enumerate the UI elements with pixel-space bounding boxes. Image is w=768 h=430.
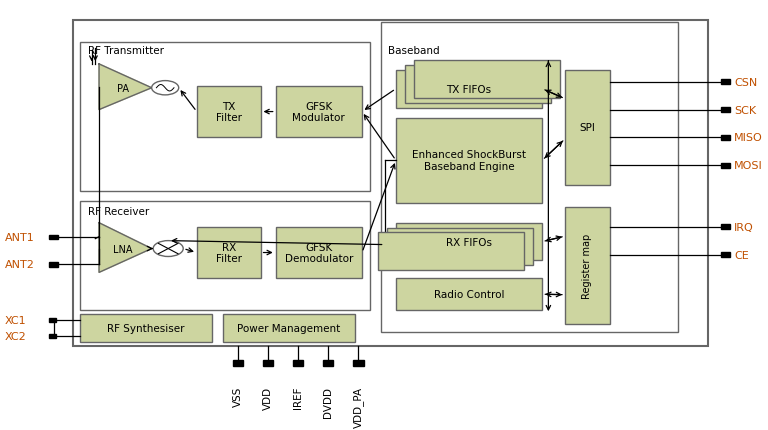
Text: MISO: MISO [734,133,763,143]
Text: TX FIFOs: TX FIFOs [446,85,492,95]
Bar [405,66,551,104]
Bar [353,360,363,366]
Text: VSS: VSS [233,386,243,406]
Bar [276,227,362,279]
Text: LNA: LNA [113,244,133,254]
Text: RX
Filter: RX Filter [216,242,242,264]
Bar [565,207,610,324]
Bar [197,227,260,279]
Bar [73,21,707,346]
Text: XC2: XC2 [5,331,27,341]
Bar [81,43,369,191]
Text: RF Synthesiser: RF Synthesiser [108,323,185,333]
Bar [387,228,533,266]
Text: PA: PA [117,83,129,93]
Bar [293,360,303,366]
Bar [414,61,561,99]
Polygon shape [99,65,151,111]
Bar [378,233,525,270]
Bar [276,86,362,138]
Text: CE: CE [734,250,749,260]
Bar [48,263,58,267]
Text: Radio Control: Radio Control [434,289,505,300]
Bar [263,360,273,366]
Circle shape [153,241,184,257]
Text: Enhanced ShockBurst
Baseband Engine: Enhanced ShockBurst Baseband Engine [412,150,526,172]
Text: Baseband: Baseband [389,46,440,56]
Bar [721,80,730,85]
Text: Register map: Register map [582,233,592,298]
Text: XC1: XC1 [5,315,27,325]
Text: RF Receiver: RF Receiver [88,206,149,216]
Text: CSN: CSN [734,77,757,88]
Bar [81,314,212,342]
Bar [223,314,355,342]
Text: VDD_PA: VDD_PA [353,386,364,427]
Bar [381,23,677,332]
Bar [48,235,58,240]
Text: TX
Filter: TX Filter [216,101,242,123]
Bar [721,108,730,113]
Polygon shape [99,223,151,273]
Bar [233,360,243,366]
Text: GFSK
Modulator: GFSK Modulator [293,101,345,123]
Bar [565,71,610,186]
Text: Power Management: Power Management [237,323,340,333]
Bar [197,86,260,138]
Bar [48,334,56,338]
Circle shape [151,81,179,95]
Bar [396,118,542,203]
Text: SCK: SCK [734,105,756,115]
Text: ANT1: ANT1 [5,232,35,242]
Text: GFSK
Demodulator: GFSK Demodulator [285,242,353,264]
Text: RX FIFOs: RX FIFOs [446,237,492,247]
Text: RF Transmitter: RF Transmitter [88,46,164,56]
Bar [323,360,333,366]
Bar [396,279,542,310]
Text: DVDD: DVDD [323,386,333,417]
Bar [721,163,730,168]
Bar [48,318,56,322]
Text: ANT2: ANT2 [5,260,35,270]
Bar [721,136,730,141]
Text: MOSI: MOSI [734,161,763,171]
Bar [721,252,730,257]
Text: SPI: SPI [580,123,595,133]
Text: IRQ: IRQ [734,222,753,232]
Bar [396,71,542,108]
Bar [81,201,369,310]
Bar [721,225,730,230]
Bar [396,223,542,261]
Text: IREF: IREF [293,386,303,408]
Text: VDD: VDD [263,386,273,408]
